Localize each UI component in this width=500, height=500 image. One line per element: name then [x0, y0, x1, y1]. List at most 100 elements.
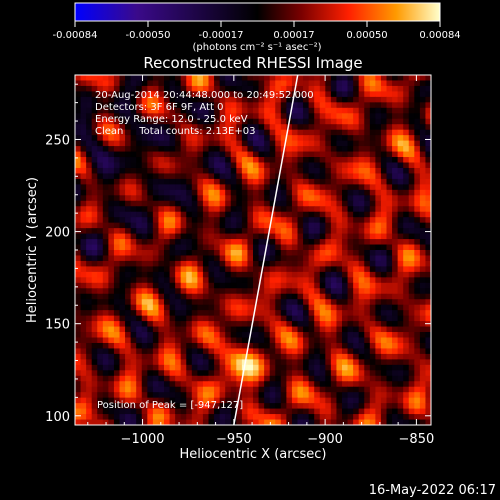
- heatmap-cell: [119, 157, 126, 163]
- heatmap-cell: [253, 211, 259, 218]
- heatmap-cell: [264, 255, 271, 262]
- heatmap-cell: [97, 321, 104, 327]
- heatmap-cell: [102, 392, 109, 399]
- heatmap-cell: [280, 107, 287, 114]
- heatmap-cell: [258, 195, 265, 202]
- heatmap-cell: [130, 184, 137, 191]
- heatmap-cell: [358, 348, 365, 355]
- heatmap-cell: [164, 315, 170, 322]
- heatmap-cell: [269, 342, 276, 349]
- heatmap-cell: [125, 178, 132, 185]
- heatmap-cell: [147, 282, 154, 289]
- heatmap-cell: [419, 217, 426, 224]
- heatmap-cell: [125, 348, 132, 355]
- heatmap-cell: [97, 288, 104, 295]
- heatmap-cell: [175, 255, 182, 262]
- heatmap-cell: [253, 146, 259, 152]
- heatmap-cell: [225, 255, 232, 262]
- heatmap-cell: [241, 239, 248, 245]
- heatmap-cell: [214, 293, 221, 300]
- heatmap-cell: [97, 80, 104, 87]
- heatmap-cell: [169, 244, 176, 251]
- heatmap-cell: [113, 157, 120, 163]
- heatmap-cell: [225, 381, 232, 388]
- heatmap-cell: [280, 271, 287, 278]
- heatmap-cell: [303, 326, 310, 333]
- heatmap-cell: [325, 91, 332, 98]
- heatmap-cell: [236, 326, 243, 333]
- x-tick-label: −850: [399, 432, 435, 447]
- heatmap-cell: [286, 96, 293, 103]
- heatmap-cell: [392, 85, 399, 92]
- heatmap-cell: [186, 348, 193, 355]
- heatmap-cell: [364, 271, 371, 278]
- heatmap-cell: [286, 304, 293, 311]
- heatmap-cell: [197, 332, 204, 338]
- heatmap-cell: [147, 146, 154, 152]
- heatmap-cell: [152, 151, 159, 158]
- heatmap-cell: [225, 321, 232, 327]
- heatmap-cell: [113, 299, 120, 306]
- heatmap-cell: [230, 140, 237, 147]
- heatmap-cell: [253, 75, 259, 81]
- heatmap-cell: [325, 332, 332, 338]
- heatmap-cell: [408, 277, 415, 284]
- heatmap-cell: [330, 195, 337, 202]
- heatmap-cell: [330, 392, 337, 399]
- heatmap-cell: [291, 266, 298, 273]
- heatmap-cell: [158, 140, 165, 147]
- heatmap-cell: [152, 255, 159, 262]
- heatmap-cell: [175, 403, 182, 409]
- heatmap-cell: [197, 288, 204, 295]
- heatmap-cell: [191, 419, 198, 425]
- heatmap-cell: [275, 332, 282, 338]
- heatmap-cell: [147, 293, 154, 300]
- heatmap-cell: [380, 173, 387, 180]
- heatmap-cell: [397, 146, 404, 152]
- heatmap-cell: [325, 288, 332, 295]
- heatmap-cell: [175, 167, 182, 174]
- heatmap-cell: [214, 397, 221, 404]
- heatmap-cell: [369, 321, 376, 327]
- heatmap-cell: [191, 195, 198, 202]
- heatmap-cell: [303, 386, 310, 393]
- heatmap-cell: [269, 151, 276, 158]
- heatmap-cell: [353, 321, 360, 327]
- heatmap-cell: [380, 359, 387, 366]
- heatmap-cell: [397, 244, 404, 251]
- heatmap-cell: [191, 326, 198, 333]
- heatmap-cell: [264, 244, 271, 251]
- heatmap-cell: [319, 414, 326, 420]
- heatmap-cell: [219, 315, 226, 322]
- heatmap-cell: [269, 157, 276, 163]
- heatmap-cell: [375, 255, 382, 262]
- heatmap-cell: [169, 408, 176, 415]
- heatmap-cell: [147, 359, 154, 366]
- heatmap-cell: [275, 370, 282, 377]
- heatmap-cell: [175, 304, 182, 311]
- heatmap-cell: [264, 167, 271, 174]
- heatmap-cell: [86, 271, 93, 278]
- heatmap-cell: [369, 414, 376, 420]
- heatmap-cell: [191, 178, 198, 185]
- heatmap-cell: [375, 244, 382, 251]
- heatmap-cell: [264, 288, 271, 295]
- heatmap-cell: [269, 255, 276, 262]
- heatmap-cell: [158, 189, 165, 196]
- heatmap-cell: [225, 419, 232, 425]
- heatmap-cell: [397, 140, 404, 147]
- heatmap-cell: [353, 353, 360, 360]
- heatmap-cell: [175, 266, 182, 273]
- heatmap-cell: [375, 392, 382, 399]
- heatmap-cell: [113, 211, 120, 218]
- heatmap-cell: [342, 151, 348, 158]
- heatmap-cell: [208, 353, 215, 360]
- heatmap-cell: [308, 271, 315, 278]
- heatmap-cell: [397, 375, 404, 382]
- heatmap-cell: [208, 244, 215, 251]
- heatmap-cell: [147, 386, 154, 393]
- heatmap-cell: [353, 178, 360, 185]
- heatmap-cell: [347, 184, 354, 191]
- heatmap-cell: [253, 403, 259, 409]
- heatmap-cell: [280, 222, 287, 229]
